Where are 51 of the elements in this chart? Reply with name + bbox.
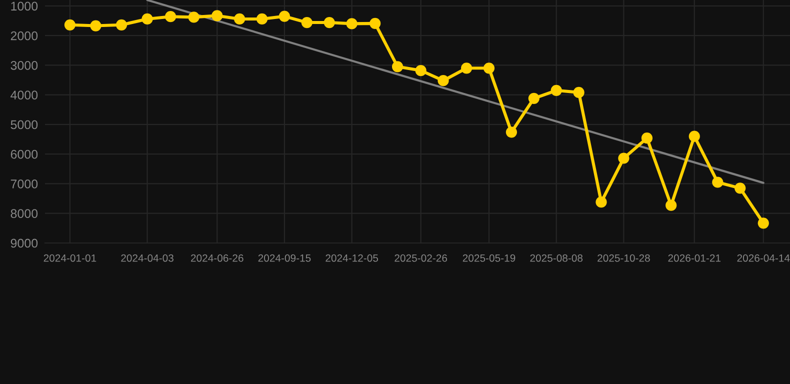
x-tick-label: 2025-05-19: [462, 254, 516, 262]
point: [392, 61, 404, 72]
point: [688, 130, 700, 142]
y-tick-label: 7000: [10, 180, 38, 188]
x-tick-label: 2025-10-28: [598, 254, 650, 262]
x-tick-label: 2024-01-01: [44, 254, 96, 262]
point: [712, 176, 724, 188]
point: [116, 19, 128, 30]
point: [164, 11, 176, 22]
x-tick-label: 2026-04-14: [737, 254, 790, 262]
point: [188, 12, 200, 23]
x-tick-label: 2024-04-03: [121, 254, 174, 262]
y-tick-label: 9000: [10, 238, 38, 248]
x-tick-label: 2025-02-26: [394, 254, 448, 262]
point: [90, 20, 102, 32]
x-tick-label: 2024-06-26: [191, 254, 244, 262]
point: [573, 86, 584, 98]
point: [596, 196, 607, 208]
point: [324, 16, 335, 28]
point: [758, 218, 769, 229]
y-tick-label: 3000: [10, 60, 38, 70]
point: [415, 64, 426, 76]
point: [370, 18, 381, 29]
point: [346, 18, 358, 30]
y-tick-label: 6000: [10, 150, 38, 159]
point: [256, 13, 268, 25]
point: [734, 182, 746, 194]
point: [461, 62, 472, 74]
point: [142, 13, 153, 25]
point: [641, 132, 653, 144]
point: [212, 10, 223, 22]
y-tick-label: 2000: [10, 31, 38, 40]
x-tick-label: 2026-01-21: [668, 254, 721, 262]
point: [618, 152, 630, 164]
point: [234, 13, 246, 25]
point: [666, 200, 677, 211]
x-tick-label: 2024-12-05: [326, 254, 378, 262]
point: [301, 16, 312, 28]
point: [483, 62, 495, 74]
x-tick-label: 2024-09-15: [258, 254, 311, 262]
point: [278, 10, 290, 22]
point: [64, 19, 76, 30]
y-tick-label: 4000: [10, 90, 38, 100]
point: [506, 126, 518, 138]
y-tick-label: 8000: [10, 209, 38, 218]
x-tick-label: 2025-08-08: [530, 254, 583, 262]
y-tick-label: 1000: [11, 2, 38, 11]
point: [550, 84, 562, 96]
point: [438, 75, 449, 86]
y-tick-label: 5000: [10, 120, 38, 130]
point: [528, 92, 540, 104]
